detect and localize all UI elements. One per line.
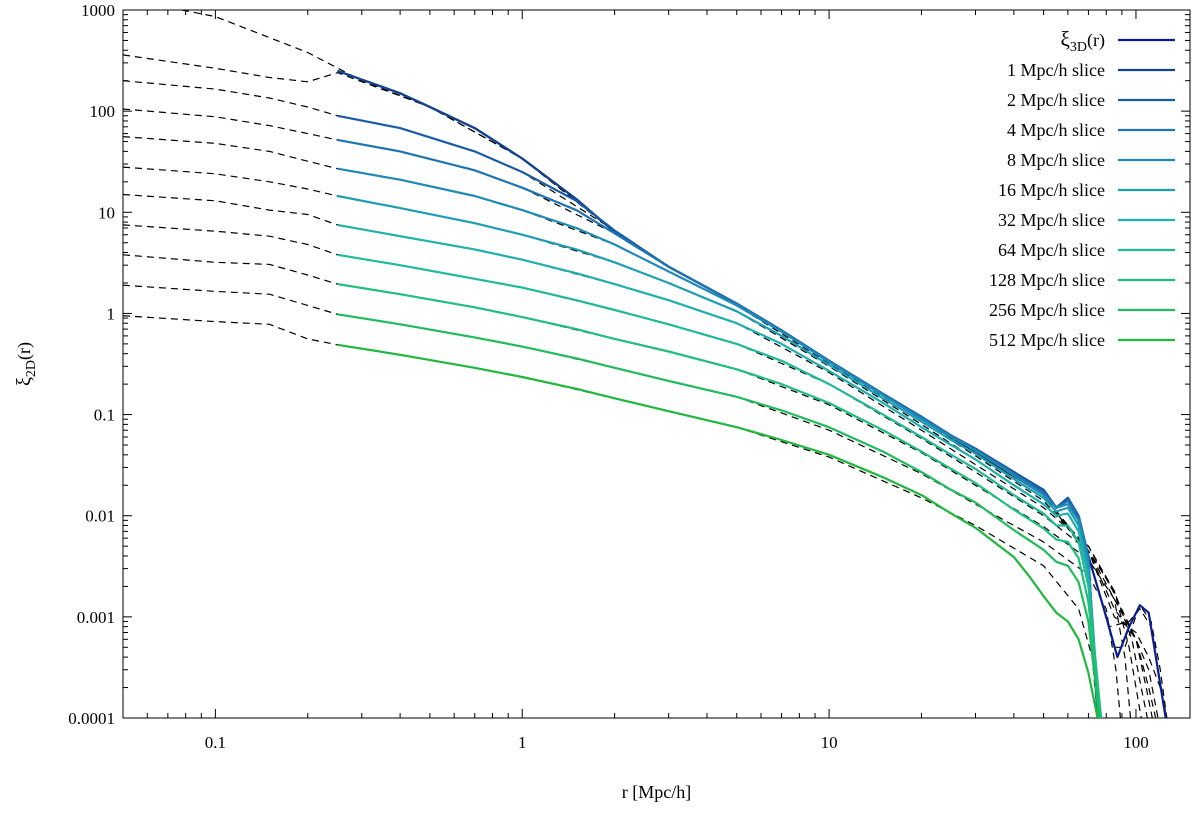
data-layer — [123, 10, 1168, 718]
y-tick-label: 0.01 — [85, 507, 115, 526]
y-tick-label: 0.1 — [94, 406, 115, 425]
legend-label: 256 Mpc/h slice — [989, 300, 1105, 320]
series-line — [337, 223, 1101, 718]
model-curve — [123, 315, 1099, 718]
y-tick-label: 0.0001 — [68, 709, 115, 728]
series-line — [337, 138, 1099, 718]
legend-label: 128 Mpc/h slice — [989, 270, 1105, 290]
model-curve — [123, 284, 1121, 718]
model-curve — [123, 108, 1159, 718]
series-line — [337, 283, 1103, 718]
x-tick-label: 100 — [1123, 733, 1149, 752]
x-tick-label: 1 — [518, 733, 527, 752]
y-axis-label: ξ2D(r) — [13, 342, 39, 386]
plot-frame — [122, 9, 1191, 719]
series-line — [337, 253, 1103, 718]
legend-label: ξ3D(r) — [1061, 27, 1105, 55]
legend-label: 512 Mpc/h slice — [989, 330, 1105, 350]
x-axis-label: r [Mpc/h] — [622, 782, 691, 802]
series-line — [337, 194, 1101, 718]
y-tick-label: 0.001 — [77, 608, 115, 627]
legend-label: 2 Mpc/h slice — [1007, 90, 1105, 110]
series-line — [337, 114, 1099, 718]
series-line — [337, 167, 1101, 718]
y-tick-label: 100 — [90, 102, 116, 121]
x-tick-label: 0.1 — [205, 733, 226, 752]
series-line — [337, 343, 1099, 718]
legend-label: 4 Mpc/h slice — [1007, 120, 1105, 140]
y-tick-label: 1000 — [81, 1, 115, 20]
legend-label: 1 Mpc/h slice — [1007, 60, 1105, 80]
model-curve — [123, 80, 1168, 718]
series-line — [337, 313, 1101, 718]
series-line — [337, 69, 1099, 718]
x-tick-label: 10 — [821, 733, 838, 752]
legend-label: 16 Mpc/h slice — [998, 180, 1105, 200]
y-tick-label: 10 — [98, 203, 115, 222]
model-curve — [123, 224, 1142, 718]
legend-label: 64 Mpc/h slice — [998, 240, 1105, 260]
legend-label: 32 Mpc/h slice — [998, 210, 1105, 230]
legend-label: 8 Mpc/h slice — [1007, 150, 1105, 170]
y-tick-label: 1 — [107, 304, 116, 323]
